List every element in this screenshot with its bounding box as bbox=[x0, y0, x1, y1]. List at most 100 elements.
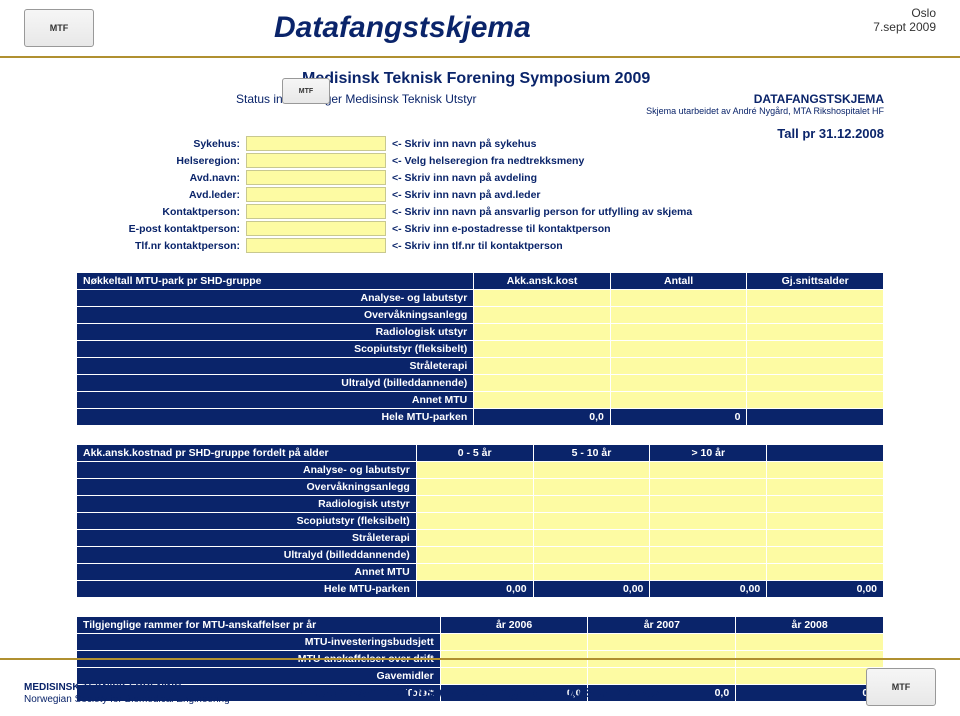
data-cell[interactable] bbox=[474, 358, 611, 375]
field-row: Helseregion:<- Velg helseregion fra nedt… bbox=[76, 152, 884, 169]
corner-date: Oslo 7.sept 2009 bbox=[873, 6, 936, 34]
table-nokkeltall: Nøkkeltall MTU-park pr SHD-gruppeAkk.ans… bbox=[76, 272, 884, 426]
data-cell[interactable] bbox=[533, 547, 650, 564]
field-input[interactable] bbox=[246, 170, 386, 185]
data-cell[interactable] bbox=[650, 547, 767, 564]
data-cell[interactable] bbox=[767, 564, 884, 581]
data-cell[interactable] bbox=[650, 564, 767, 581]
data-cell[interactable] bbox=[650, 513, 767, 530]
data-cell[interactable] bbox=[610, 358, 747, 375]
field-hint: <- Skriv inn navn på avdeling bbox=[386, 172, 537, 184]
data-cell[interactable] bbox=[474, 392, 611, 409]
data-cell[interactable] bbox=[416, 479, 533, 496]
data-cell[interactable] bbox=[747, 341, 884, 358]
field-input[interactable] bbox=[246, 238, 386, 253]
total-cell: 0 bbox=[610, 409, 747, 426]
data-cell[interactable] bbox=[474, 290, 611, 307]
row-label: Overvåkningsanlegg bbox=[77, 479, 417, 496]
table-title: Nøkkeltall MTU-park pr SHD-gruppe bbox=[77, 273, 474, 290]
field-input[interactable] bbox=[246, 153, 386, 168]
mtf-logo-footer-icon: MTF bbox=[866, 668, 936, 706]
data-cell[interactable] bbox=[416, 530, 533, 547]
total-cell bbox=[747, 409, 884, 426]
data-cell[interactable] bbox=[767, 479, 884, 496]
corner-city: Oslo bbox=[873, 6, 936, 20]
data-cell[interactable] bbox=[533, 513, 650, 530]
data-cell[interactable] bbox=[416, 496, 533, 513]
data-cell[interactable] bbox=[747, 392, 884, 409]
data-cell[interactable] bbox=[767, 462, 884, 479]
data-cell[interactable] bbox=[610, 375, 747, 392]
total-label: Hele MTU-parken bbox=[77, 409, 474, 426]
data-cell[interactable] bbox=[747, 307, 884, 324]
table-title: Tilgjenglige rammer for MTU-anskaffelser… bbox=[77, 617, 441, 634]
field-row: Avd.navn:<- Skriv inn navn på avdeling bbox=[76, 169, 884, 186]
data-cell[interactable] bbox=[474, 375, 611, 392]
field-row: Tlf.nr kontaktperson:<- Skriv inn tlf.nr… bbox=[76, 237, 884, 254]
data-cell[interactable] bbox=[747, 375, 884, 392]
data-cell[interactable] bbox=[416, 513, 533, 530]
mtf-logo-small-icon: MTF bbox=[282, 78, 330, 104]
divider-top bbox=[0, 56, 960, 58]
data-cell[interactable] bbox=[474, 307, 611, 324]
field-hint: <- Skriv inn navn på avd.leder bbox=[386, 189, 541, 201]
data-cell[interactable] bbox=[533, 530, 650, 547]
row-label: Annet MTU bbox=[77, 564, 417, 581]
row-label: Scopiutstyr (fleksibelt) bbox=[77, 341, 474, 358]
field-label: E-post kontaktperson: bbox=[76, 223, 246, 235]
row-label: Analyse- og labutstyr bbox=[77, 462, 417, 479]
mtf-logo-icon: MTF bbox=[24, 9, 94, 47]
col-header: 5 - 10 år bbox=[533, 445, 650, 462]
data-cell[interactable] bbox=[440, 634, 588, 651]
field-hint: <- Skriv inn tlf.nr til kontaktperson bbox=[386, 240, 563, 252]
data-cell[interactable] bbox=[650, 530, 767, 547]
corner-fulldate: 7.sept 2009 bbox=[873, 20, 936, 34]
row-label: Radiologisk utstyr bbox=[77, 324, 474, 341]
data-cell[interactable] bbox=[416, 547, 533, 564]
table-title: Akk.ansk.kostnad pr SHD-gruppe fordelt p… bbox=[77, 445, 417, 462]
footer-center: Medisinsk Teknisk Forening Symposium 200… bbox=[0, 682, 960, 702]
data-cell[interactable] bbox=[767, 496, 884, 513]
tall-pr-date: Tall pr 31.12.2008 bbox=[76, 126, 884, 141]
field-label: Helseregion: bbox=[76, 155, 246, 167]
data-cell[interactable] bbox=[747, 290, 884, 307]
field-input[interactable] bbox=[246, 221, 386, 236]
data-cell[interactable] bbox=[610, 392, 747, 409]
top-band: MTF Datafangstskjema bbox=[0, 0, 960, 56]
data-cell[interactable] bbox=[767, 547, 884, 564]
field-block: Sykehus:<- Skriv inn navn på sykehusHels… bbox=[76, 135, 884, 254]
form-subtitle-left: Status investeringer Medisinsk Teknisk U… bbox=[236, 92, 477, 106]
data-cell[interactable] bbox=[533, 496, 650, 513]
row-label: Annet MTU bbox=[77, 392, 474, 409]
data-cell[interactable] bbox=[650, 462, 767, 479]
data-cell[interactable] bbox=[610, 324, 747, 341]
data-cell[interactable] bbox=[736, 634, 884, 651]
col-header: Gj.snittsalder bbox=[747, 273, 884, 290]
data-cell[interactable] bbox=[610, 307, 747, 324]
field-input[interactable] bbox=[246, 204, 386, 219]
data-cell[interactable] bbox=[610, 341, 747, 358]
data-cell[interactable] bbox=[416, 564, 533, 581]
data-cell[interactable] bbox=[416, 462, 533, 479]
data-cell[interactable] bbox=[767, 530, 884, 547]
data-cell[interactable] bbox=[533, 462, 650, 479]
col-header: Akk.ansk.kost bbox=[474, 273, 611, 290]
form-author: Skjema utarbeidet av André Nygård, MTA R… bbox=[236, 106, 884, 116]
data-cell[interactable] bbox=[747, 358, 884, 375]
field-label: Kontaktperson: bbox=[76, 206, 246, 218]
data-cell[interactable] bbox=[474, 324, 611, 341]
field-input[interactable] bbox=[246, 187, 386, 202]
col-header: år 2006 bbox=[440, 617, 588, 634]
col-header: Antall bbox=[610, 273, 747, 290]
data-cell[interactable] bbox=[767, 513, 884, 530]
data-cell[interactable] bbox=[650, 496, 767, 513]
data-cell[interactable] bbox=[588, 634, 736, 651]
data-cell[interactable] bbox=[533, 564, 650, 581]
data-cell[interactable] bbox=[747, 324, 884, 341]
field-row: Kontaktperson:<- Skriv inn navn på ansva… bbox=[76, 203, 884, 220]
data-cell[interactable] bbox=[474, 341, 611, 358]
data-cell[interactable] bbox=[533, 479, 650, 496]
data-cell[interactable] bbox=[650, 479, 767, 496]
data-cell[interactable] bbox=[610, 290, 747, 307]
col-header: 0 - 5 år bbox=[416, 445, 533, 462]
